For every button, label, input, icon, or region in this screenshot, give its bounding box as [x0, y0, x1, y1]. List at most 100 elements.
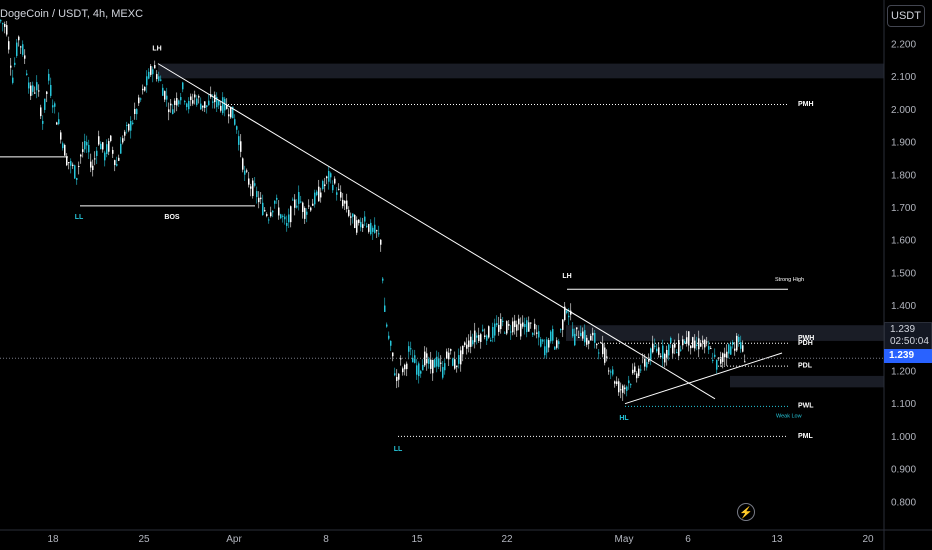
- candle-body: [170, 103, 172, 106]
- x-tick-label: 18: [47, 534, 59, 545]
- candle-body: [376, 230, 378, 232]
- candle-body: [0, 20, 2, 22]
- candle-body: [484, 335, 486, 337]
- candle-body: [624, 387, 626, 390]
- price-zones: [158, 63, 884, 388]
- candle-body: [744, 361, 746, 363]
- candle-body: [630, 384, 632, 386]
- candle-body: [22, 44, 24, 55]
- candle-body: [398, 373, 400, 380]
- candle-body: [108, 141, 110, 152]
- candle-body: [292, 199, 294, 201]
- price-axis[interactable]: 2.200 2.100 2.000 1.900 1.800 1.700 1.600 1.500…: [883, 0, 916, 550]
- candle-body: [588, 340, 590, 344]
- candle-body: [664, 353, 666, 363]
- candle-body: [704, 339, 706, 348]
- candle-body: [606, 356, 608, 359]
- candle-body: [218, 100, 220, 106]
- candle-body: [270, 212, 272, 217]
- candle-body: [644, 358, 646, 367]
- candle-body: [46, 91, 48, 95]
- candle-body: [114, 160, 116, 166]
- candle-body: [464, 342, 466, 346]
- candle-body: [278, 207, 280, 216]
- candle-body: [258, 197, 260, 203]
- candle-body: [452, 358, 454, 366]
- candle-body: [332, 184, 334, 191]
- candle-body: [684, 340, 686, 344]
- candle-body: [74, 165, 76, 179]
- candle-body: [66, 156, 68, 166]
- candle-body: [364, 216, 366, 222]
- annotation-label: Weak Low: [776, 413, 802, 419]
- candle-body: [692, 337, 694, 348]
- currency-button[interactable]: USDT: [887, 5, 925, 27]
- candle-body: [62, 143, 64, 149]
- candle-body: [310, 207, 312, 211]
- time-axis[interactable]: 18 25 Apr 8 15 22 May 6 13 20: [0, 529, 932, 545]
- candle-body: [262, 202, 264, 215]
- candle-body: [658, 347, 660, 355]
- lightning-icon[interactable]: ⚡: [737, 503, 755, 521]
- candle-body: [716, 359, 718, 370]
- candle-body: [678, 340, 680, 356]
- candle-body: [316, 191, 318, 196]
- candle-body: [24, 55, 26, 59]
- candle-body: [82, 149, 84, 152]
- candle-body: [2, 23, 4, 25]
- candle-body: [38, 90, 40, 92]
- candle-body: [432, 359, 434, 374]
- candle-body: [356, 220, 358, 233]
- candle-body: [10, 65, 12, 68]
- x-tick-label: Apr: [226, 534, 242, 545]
- candle-body: [110, 135, 112, 141]
- x-tick-label: 22: [501, 534, 513, 545]
- candle-body: [204, 101, 206, 108]
- candle-body: [346, 200, 348, 210]
- candle-body: [592, 332, 594, 336]
- candle-body: [232, 106, 234, 119]
- candle-body: [266, 214, 268, 216]
- candle-body: [246, 170, 248, 172]
- candle-body: [410, 348, 412, 350]
- x-tick-label: 8: [323, 534, 329, 545]
- candle-body: [572, 328, 574, 337]
- candle-body: [614, 381, 616, 384]
- candle-body: [682, 339, 684, 346]
- x-tick-label: 6: [685, 534, 691, 545]
- candle-body: [546, 339, 548, 353]
- y-tick-label: 2.200: [891, 40, 916, 51]
- candle-body: [154, 65, 156, 69]
- candle-body: [662, 345, 664, 359]
- candle-body: [60, 132, 62, 140]
- candle-body: [224, 98, 226, 111]
- candle-body: [620, 389, 622, 391]
- candle-body: [362, 224, 364, 228]
- candle-body: [94, 158, 96, 160]
- candle-body: [286, 223, 288, 226]
- candle-body: [408, 346, 410, 352]
- candle-body: [612, 369, 614, 375]
- candle-body: [306, 211, 308, 215]
- candle-body: [436, 356, 438, 367]
- candle-body: [36, 82, 38, 91]
- candle-body: [532, 333, 534, 335]
- candle-body: [394, 373, 396, 376]
- y-tick-label: 1.700: [891, 203, 916, 214]
- candle-body: [672, 344, 674, 354]
- y-tick-label: 2.000: [891, 105, 916, 116]
- candle-body: [696, 344, 698, 347]
- last-price-value: 1.239: [890, 324, 916, 335]
- candle-body: [358, 219, 360, 223]
- candle-body: [578, 336, 580, 338]
- candle-body: [416, 365, 418, 375]
- candle-body: [350, 216, 352, 218]
- candle-body: [178, 100, 180, 105]
- candle-body: [584, 330, 586, 343]
- y-tick-label: 1.100: [891, 399, 916, 410]
- x-tick-label: 20: [862, 534, 874, 545]
- candle-body: [78, 165, 80, 167]
- candle-body: [674, 343, 676, 348]
